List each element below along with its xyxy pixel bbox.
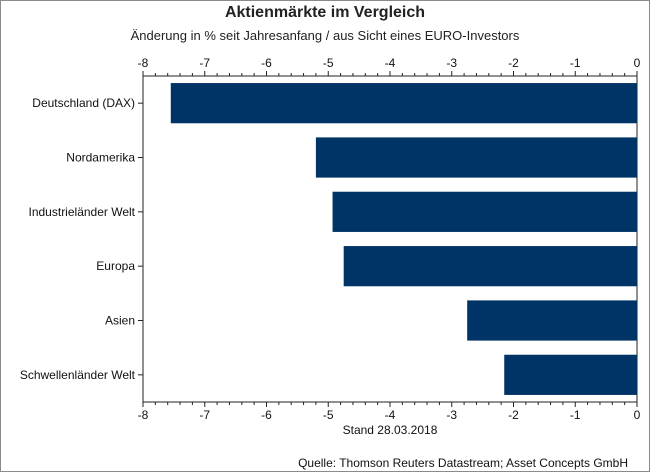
category-label: Schwellenländer Welt	[20, 368, 136, 382]
x-tick-label-top: -7	[199, 56, 210, 70]
x-tick-label-bottom: -1	[570, 408, 581, 422]
x-tick-label-top: -1	[570, 56, 581, 70]
x-tick-label-bottom: 0	[634, 408, 641, 422]
category-label: Asien	[105, 314, 135, 328]
x-tick-label-bottom: -6	[261, 408, 272, 422]
x-tick-label-top: -4	[385, 56, 396, 70]
x-tick-label-top: 0	[634, 56, 641, 70]
bar	[504, 354, 637, 395]
source-note: Quelle: Thomson Reuters Datastream; Asse…	[298, 456, 628, 470]
x-tick-label-bottom: -8	[138, 408, 149, 422]
plot-area	[142, 75, 638, 403]
bar	[467, 300, 637, 341]
x-tick-label-top: -8	[138, 56, 149, 70]
x-axis-label: Stand 28.03.2018	[342, 423, 438, 437]
x-tick-label-bottom: -3	[446, 408, 457, 422]
bar	[343, 246, 637, 287]
bar	[170, 83, 637, 124]
category-label: Europa	[96, 259, 135, 273]
x-tick-label-bottom: -7	[199, 408, 210, 422]
x-tick-label-bottom: -5	[323, 408, 334, 422]
chart-title: Aktienmärkte im Vergleich	[224, 4, 426, 21]
chart-subtitle: Änderung in % seit Jahresanfang / aus Si…	[130, 28, 520, 43]
x-tick-label-top: -6	[261, 56, 272, 70]
x-tick-label-top: -5	[323, 56, 334, 70]
x-tick-label-top: -3	[446, 56, 457, 70]
x-tick-label-bottom: -4	[385, 408, 396, 422]
bar	[332, 191, 637, 232]
category-label: Deutschland (DAX)	[32, 96, 135, 110]
category-label: Industrieländer Welt	[29, 205, 136, 219]
bar	[315, 137, 637, 178]
category-label: Nordamerika	[66, 151, 135, 165]
x-tick-label-top: -2	[508, 56, 519, 70]
x-tick-label-bottom: -2	[508, 408, 519, 422]
